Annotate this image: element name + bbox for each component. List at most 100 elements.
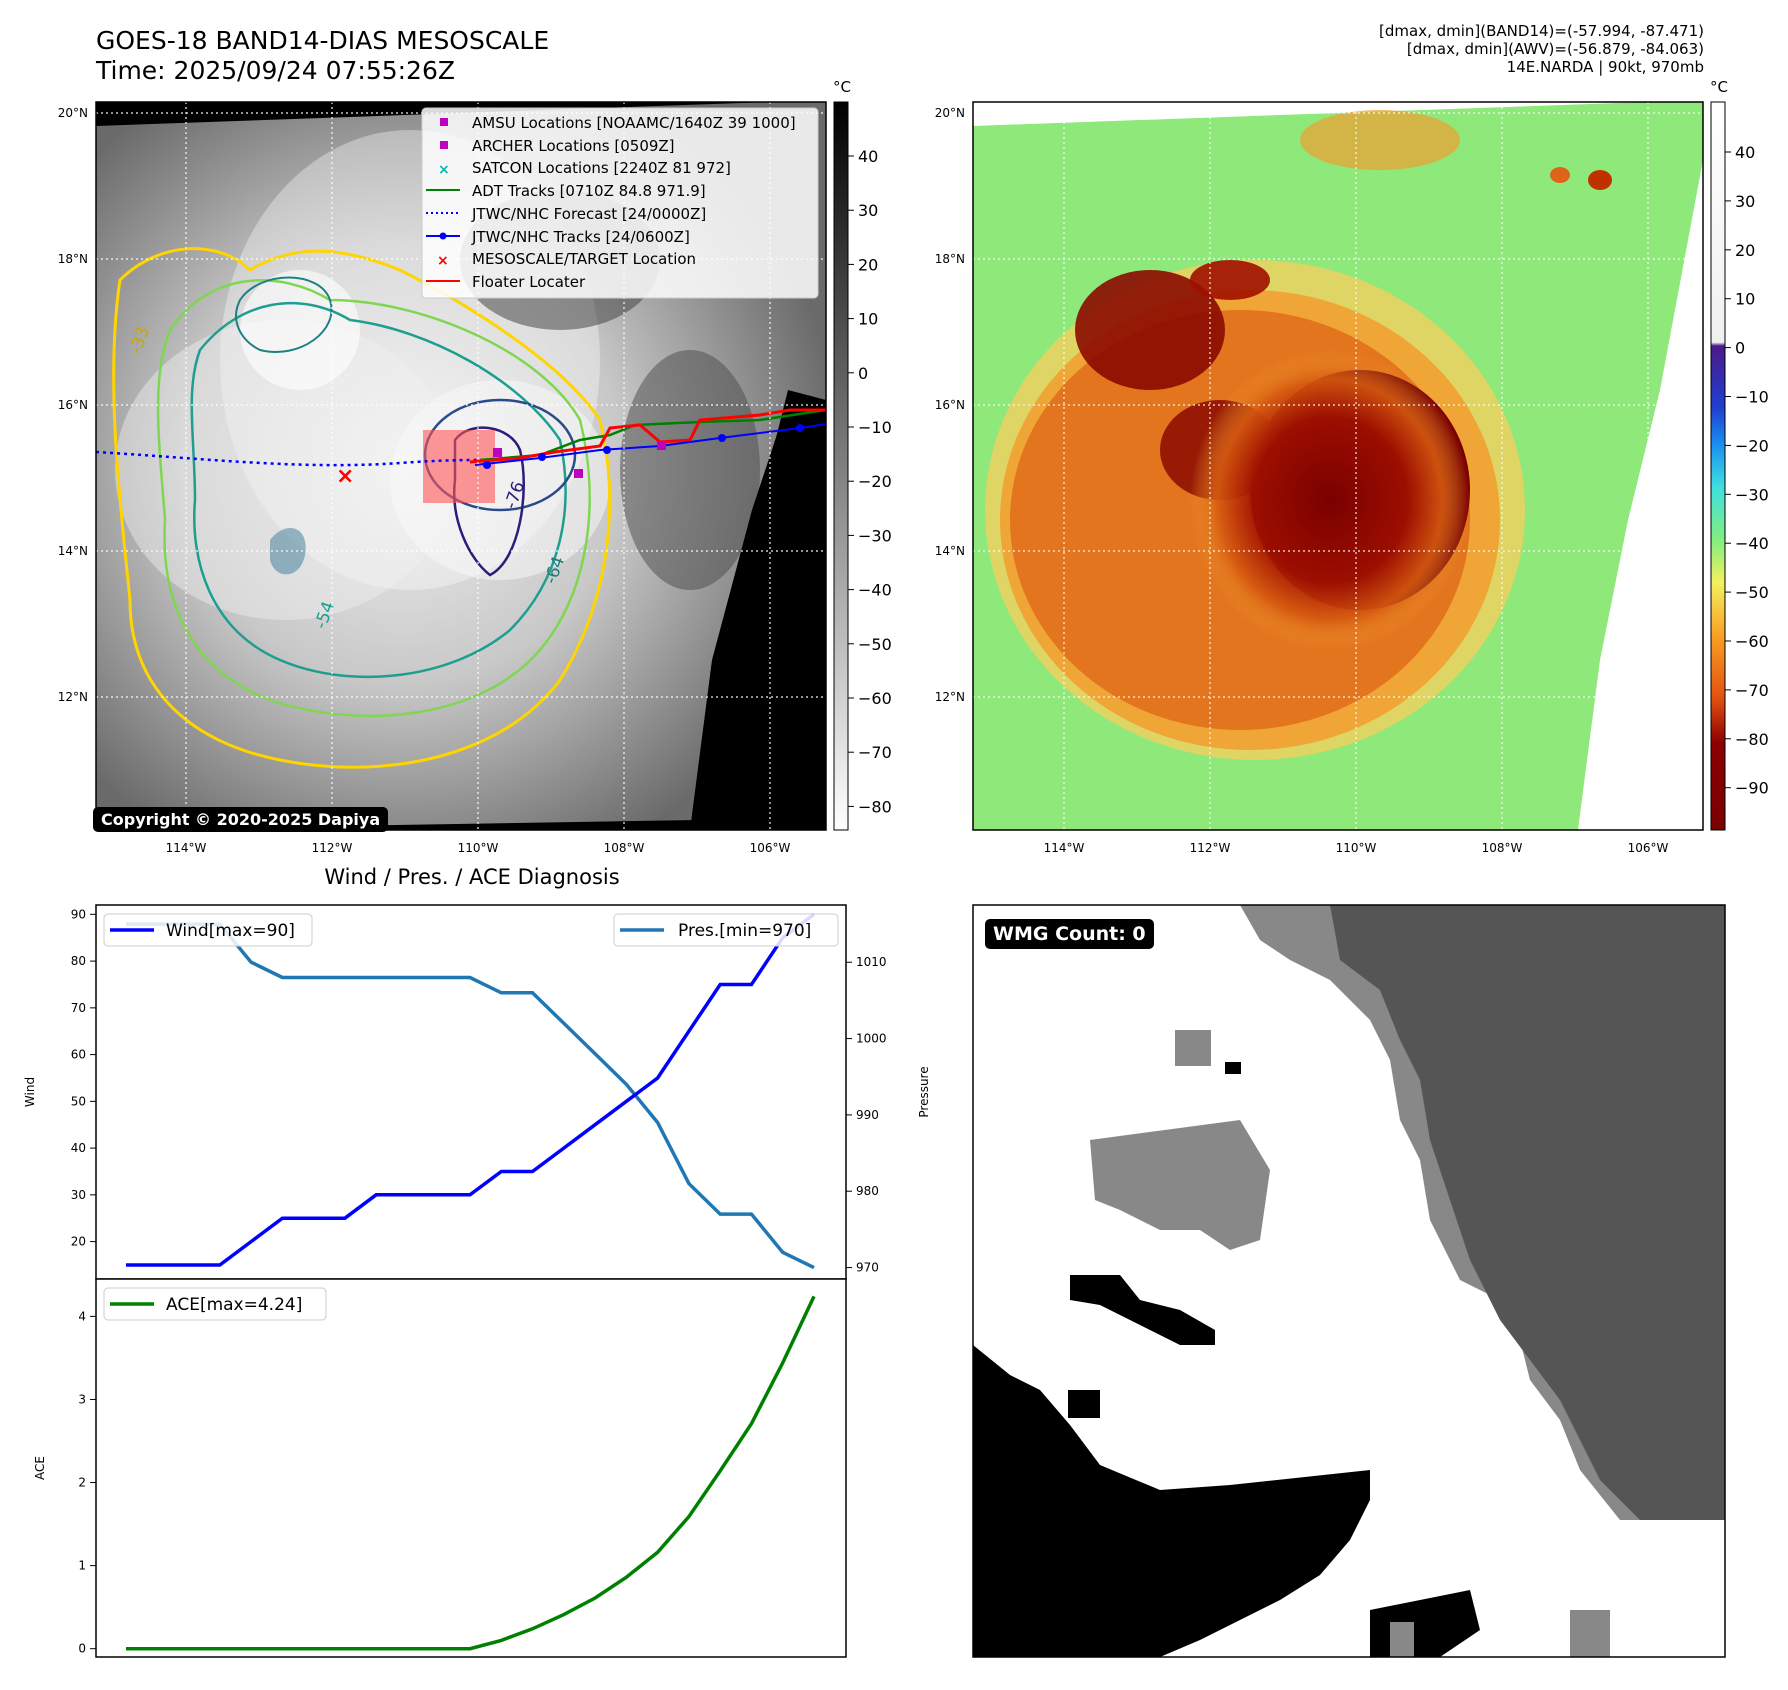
wmg-class-3 bbox=[1330, 905, 1725, 1520]
ace-axis-label: ACE bbox=[33, 1456, 47, 1480]
cloud-feature bbox=[1075, 270, 1225, 390]
colorbar-tick-label: 20 bbox=[1735, 241, 1755, 260]
legend-marker: × bbox=[438, 162, 450, 178]
wind-tick-label: 70 bbox=[71, 1001, 86, 1015]
ace-tick-label: 1 bbox=[78, 1559, 86, 1573]
lon-label: 110°W bbox=[1336, 841, 1377, 855]
colorbar-tick-label: 40 bbox=[1735, 143, 1755, 162]
forecast-track bbox=[96, 450, 481, 467]
wmg-class-2 bbox=[1570, 1610, 1610, 1657]
wmg-class-0 bbox=[1068, 1390, 1100, 1418]
eye-core bbox=[1190, 350, 1470, 650]
cloud-feature bbox=[1550, 167, 1570, 183]
wind-tick-label: 60 bbox=[71, 1048, 86, 1062]
wind-tick-label: 30 bbox=[71, 1188, 86, 1202]
figure-title: GOES-18 BAND14-DIAS MESOSCALE Time: 2025… bbox=[96, 26, 549, 86]
colorbar-tick-label: 0 bbox=[858, 364, 868, 383]
ace-tick-label: 0 bbox=[78, 1642, 86, 1656]
legend-label: Floater Locater bbox=[472, 273, 586, 291]
lat-labels: 20°N 18°N 16°N 14°N 12°N bbox=[935, 106, 965, 704]
colorbar-tick-label: −70 bbox=[1735, 681, 1769, 700]
legend-label: JTWC/NHC Tracks [24/0600Z] bbox=[471, 228, 690, 246]
jtwc-point bbox=[796, 424, 804, 432]
lon-label: 112°W bbox=[1190, 841, 1231, 855]
contour-indigo bbox=[452, 426, 525, 577]
ace-tick-label: 3 bbox=[78, 1392, 86, 1406]
floater-box bbox=[423, 430, 495, 503]
legend-label: MESOSCALE/TARGET Location bbox=[472, 250, 696, 268]
colorbar-tick-label: −60 bbox=[858, 689, 892, 708]
legend-label: AMSU Locations [NOAAMC/1640Z 39 1000] bbox=[472, 114, 796, 132]
pressure-axis-label: Pressure bbox=[917, 1066, 931, 1117]
clear-sky bbox=[620, 350, 760, 590]
lat-label: 16°N bbox=[935, 398, 965, 412]
colorbar-tick-label: 30 bbox=[1735, 192, 1755, 211]
colorbar-left: °C 40 30 20 10 0 −10 −20 −30 −40 −50 −60 −70 −80 bbox=[833, 78, 892, 831]
pressure-series-line bbox=[126, 922, 815, 1270]
legend-marker bbox=[439, 232, 447, 240]
pressure-tick-label: 1000 bbox=[856, 1032, 887, 1046]
legend-label: JTWC/NHC Forecast [24/0000Z] bbox=[471, 205, 706, 223]
colorbar-tick-label: −20 bbox=[858, 472, 892, 491]
colorbar-tick-label: −30 bbox=[1735, 485, 1769, 504]
contour-yellow bbox=[112, 247, 612, 769]
lat-label: 12°N bbox=[58, 690, 88, 704]
wind-tick-label: 20 bbox=[71, 1235, 86, 1249]
copyright-badge: Copyright © 2020-2025 Dapiya bbox=[93, 807, 389, 832]
ace-plot: 0 1 2 3 4 ACE ACE[max=4.24] bbox=[33, 1278, 847, 1658]
pressure-legend bbox=[613, 913, 839, 947]
lon-label: 114°W bbox=[166, 841, 207, 855]
wind-tick-label: 80 bbox=[71, 954, 86, 968]
ace-series-line bbox=[126, 1295, 816, 1651]
jtwc-point bbox=[718, 434, 726, 442]
colorbar-unit: °C bbox=[1710, 78, 1728, 96]
lat-label: 14°N bbox=[935, 544, 965, 558]
colorbar-tick-label: −70 bbox=[858, 743, 892, 762]
pressure-tick-label: 1010 bbox=[856, 955, 887, 969]
colorbar-tick-label: −10 bbox=[1735, 388, 1769, 407]
colorbar-tick-label: −90 bbox=[1735, 779, 1769, 798]
colorbar-tick-label: 0 bbox=[1735, 339, 1745, 358]
wind-legend-label: Wind[max=90] bbox=[166, 921, 295, 941]
lat-label: 18°N bbox=[58, 252, 88, 266]
lon-labels: 114°W 112°W 110°W 108°W 106°W bbox=[1044, 841, 1669, 855]
lon-label: 108°W bbox=[1482, 841, 1523, 855]
pressure-tick-label: 990 bbox=[856, 1108, 879, 1122]
legend-label: ADT Tracks [0710Z 84.8 971.9] bbox=[472, 182, 706, 200]
wmg-class-2 bbox=[1090, 1120, 1270, 1250]
colorbar-tick-label: −10 bbox=[858, 418, 892, 437]
lat-label: 14°N bbox=[58, 544, 88, 558]
awv-map-panel: 20°N 18°N 16°N 14°N 12°N 114°W 112°W 110… bbox=[935, 101, 1704, 855]
colorbar-tick-label: 10 bbox=[1735, 290, 1755, 309]
colorbar-right: °C 40 30 20 10 0 −10 −20 −30 −40 −50 −60 −70 −80 −90 bbox=[1710, 78, 1769, 831]
colorbar-tick-label: 40 bbox=[858, 147, 878, 166]
jtwc-point bbox=[483, 461, 491, 469]
colorbar-tick-label: −40 bbox=[858, 581, 892, 600]
colorbar-tick-label: 10 bbox=[858, 310, 878, 329]
colorbar-tick-label: −50 bbox=[1735, 583, 1769, 602]
info-line-2: [dmax, dmin](AWV)=(-56.879, -84.063) bbox=[1406, 40, 1704, 58]
ace-legend-label: ACE[max=4.24] bbox=[166, 1295, 302, 1315]
archer-marker bbox=[493, 448, 502, 457]
info-line-3: 14E.NARDA | 90kt, 970mb bbox=[1506, 58, 1704, 76]
wind-legend bbox=[103, 913, 313, 947]
colorbar-tick-label: −50 bbox=[858, 635, 892, 654]
title-line-2: Time: 2025/09/24 07:55:26Z bbox=[96, 56, 455, 85]
contour-green bbox=[156, 279, 591, 718]
diagnosis-title: Wind / Pres. / ACE Diagnosis bbox=[324, 865, 619, 889]
pressure-tick-label: 980 bbox=[856, 1184, 879, 1198]
map-gridlines bbox=[973, 102, 1703, 830]
wind-tick-label: 90 bbox=[71, 907, 86, 921]
cloud-feature bbox=[1588, 170, 1612, 190]
ace-tick-label: 4 bbox=[78, 1309, 86, 1323]
ace-legend bbox=[103, 1287, 327, 1321]
no-data-area bbox=[690, 395, 826, 830]
cloud-mass bbox=[115, 320, 455, 620]
pressure-tick-label: 970 bbox=[856, 1261, 879, 1275]
ace-tick-label: 2 bbox=[78, 1476, 86, 1490]
legend-marker bbox=[440, 118, 448, 126]
storm-info: [dmax, dmin](BAND14)=(-57.994, -87.471) … bbox=[1379, 22, 1704, 76]
wmg-class-2 bbox=[1390, 1622, 1414, 1657]
